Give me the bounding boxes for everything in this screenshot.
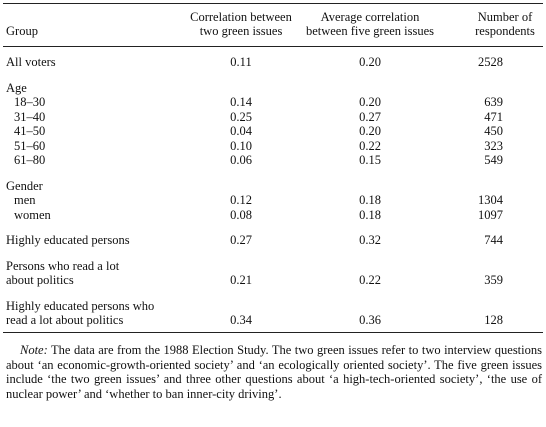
cell: 0.18 (359, 193, 381, 207)
group-title: Gender (6, 178, 43, 193)
note-text: The data are from the 1988 Election Stud… (6, 343, 542, 401)
cell: 471 (484, 109, 503, 124)
cell: 0.18 (359, 207, 381, 222)
cell: 0.22 (359, 138, 381, 153)
row-label: Highly educated persons (6, 233, 130, 247)
cell: 0.25 (230, 109, 252, 124)
row-label: 61–80 (14, 153, 46, 167)
row-label: Highly educated persons who (6, 298, 155, 313)
cell: 0.34 (230, 313, 252, 327)
header-cell: two green issues (199, 24, 283, 38)
header-cell: Number of (477, 9, 533, 24)
cell: 0.36 (359, 313, 381, 327)
row-label: women (14, 207, 51, 222)
cell: 0.04 (230, 124, 252, 138)
note-label: Note: (20, 343, 48, 357)
note: Note: The data are from the 1988 Electio… (6, 343, 542, 401)
cell: 0.22 (359, 273, 381, 287)
header-cell: respondents (475, 24, 535, 38)
cell: 1304 (478, 193, 503, 207)
cell: 0.08 (230, 207, 252, 222)
cell: 0.32 (359, 233, 381, 247)
cell: 0.10 (230, 138, 252, 153)
cell: 744 (484, 233, 503, 247)
cell: 0.14 (230, 95, 252, 109)
cell: 0.27 (230, 233, 252, 247)
cell: 0.20 (359, 55, 381, 69)
cell: 0.20 (359, 124, 381, 138)
cell: 0.11 (230, 55, 252, 69)
cell: 639 (484, 95, 503, 109)
header-cell: between five green issues (305, 24, 435, 38)
row-label: read a lot about politics (6, 313, 124, 327)
cell: 2528 (478, 55, 503, 69)
cell: 323 (484, 138, 503, 153)
header-cell: Correlation between (190, 9, 292, 24)
cell: 0.21 (230, 273, 252, 287)
top-rule (3, 3, 543, 4)
row-label: 51–60 (14, 138, 46, 153)
cell: 359 (484, 273, 503, 287)
row-label: All voters (6, 55, 56, 69)
row-label: 41–50 (14, 124, 46, 138)
cell: 450 (484, 124, 503, 138)
bottom-rule (3, 332, 543, 333)
row-label: 31–40 (14, 109, 46, 124)
cell: 0.06 (230, 153, 252, 167)
cell: 128 (484, 313, 503, 327)
cell: 1097 (478, 207, 503, 222)
cell: 0.27 (359, 109, 381, 124)
group-title: Age (6, 80, 27, 95)
header-rule (3, 46, 543, 47)
row-label: 18–30 (14, 95, 46, 109)
header-cell: Average correlation (320, 9, 420, 24)
row-label: about politics (6, 273, 74, 287)
cell: 0.12 (230, 193, 252, 207)
header-cell: Group (6, 24, 38, 38)
cell: 549 (484, 153, 503, 167)
row-label: Persons who read a lot (6, 258, 120, 273)
cell: 0.20 (359, 95, 381, 109)
row-label: men (14, 193, 36, 207)
cell: 0.15 (359, 153, 381, 167)
